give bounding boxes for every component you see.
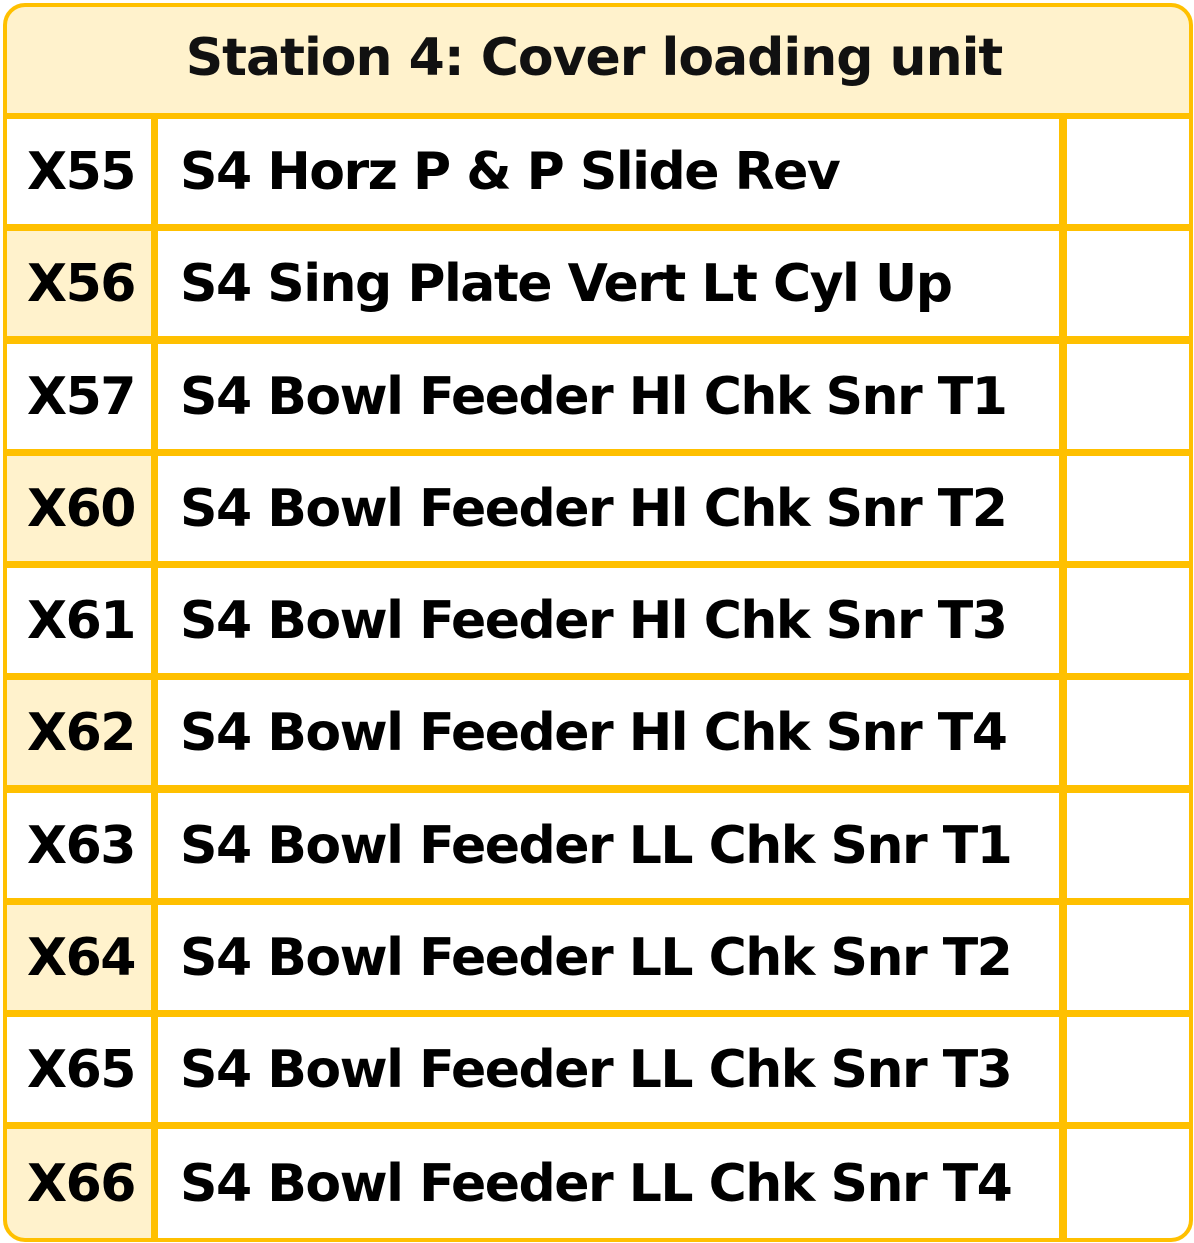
description-cell: S4 Horz P & P Slide Rev xyxy=(158,119,1059,224)
value-cell xyxy=(1067,1017,1189,1122)
description-label: S4 Bowl Feeder Hl Chk Snr T3 xyxy=(180,590,1008,651)
station-io-table: Station 4: Cover loading unit X55 S4 Hor… xyxy=(3,3,1193,1242)
station-title: Station 4: Cover loading unit xyxy=(185,28,1004,88)
description-label: S4 Bowl Feeder LL Chk Snr T2 xyxy=(180,927,1013,988)
description-cell: S4 Bowl Feeder LL Chk Snr T1 xyxy=(158,793,1059,898)
value-cell xyxy=(1067,231,1189,336)
address-label: X65 xyxy=(27,1039,136,1100)
description-cell: S4 Bowl Feeder Hl Chk Snr T4 xyxy=(158,680,1059,785)
description-cell: S4 Bowl Feeder LL Chk Snr T3 xyxy=(158,1017,1059,1122)
address-label: X66 xyxy=(27,1153,136,1214)
address-cell: X63 xyxy=(7,793,151,898)
address-cell: X56 xyxy=(7,231,151,336)
address-label: X57 xyxy=(27,366,136,427)
address-cell: X61 xyxy=(7,568,151,673)
address-cell: X57 xyxy=(7,344,151,449)
description-label: S4 Bowl Feeder Hl Chk Snr T2 xyxy=(180,478,1008,539)
table-header: Station 4: Cover loading unit xyxy=(7,7,1189,113)
table-row: X56 S4 Sing Plate Vert Lt Cyl Up xyxy=(7,231,1189,336)
address-cell: X65 xyxy=(7,1017,151,1122)
table-row: X62 S4 Bowl Feeder Hl Chk Snr T4 xyxy=(7,680,1189,785)
address-label: X62 xyxy=(27,702,136,763)
value-cell xyxy=(1067,568,1189,673)
value-cell xyxy=(1067,456,1189,561)
description-cell: S4 Sing Plate Vert Lt Cyl Up xyxy=(158,231,1059,336)
description-label: S4 Bowl Feeder LL Chk Snr T3 xyxy=(180,1039,1013,1100)
description-cell: S4 Bowl Feeder LL Chk Snr T2 xyxy=(158,905,1059,1010)
description-label: S4 Sing Plate Vert Lt Cyl Up xyxy=(180,253,953,314)
table-row: X66 S4 Bowl Feeder LL Chk Snr T4 xyxy=(7,1129,1189,1238)
value-cell xyxy=(1067,680,1189,785)
value-cell xyxy=(1067,119,1189,224)
table-row: X63 S4 Bowl Feeder LL Chk Snr T1 xyxy=(7,793,1189,898)
table-row: X61 S4 Bowl Feeder Hl Chk Snr T3 xyxy=(7,568,1189,673)
table-row: X60 S4 Bowl Feeder Hl Chk Snr T2 xyxy=(7,456,1189,561)
description-label: S4 Bowl Feeder Hl Chk Snr T4 xyxy=(180,702,1008,763)
table-row: X57 S4 Bowl Feeder Hl Chk Snr T1 xyxy=(7,344,1189,449)
value-cell xyxy=(1067,905,1189,1010)
description-label: S4 Horz P & P Slide Rev xyxy=(180,141,841,202)
address-label: X61 xyxy=(27,590,136,651)
address-cell: X60 xyxy=(7,456,151,561)
table-row: X65 S4 Bowl Feeder LL Chk Snr T3 xyxy=(7,1017,1189,1122)
description-cell: S4 Bowl Feeder Hl Chk Snr T2 xyxy=(158,456,1059,561)
table-row: X64 S4 Bowl Feeder LL Chk Snr T2 xyxy=(7,905,1189,1010)
address-cell: X62 xyxy=(7,680,151,785)
address-label: X56 xyxy=(27,253,136,314)
description-cell: S4 Bowl Feeder Hl Chk Snr T1 xyxy=(158,344,1059,449)
description-cell: S4 Bowl Feeder LL Chk Snr T4 xyxy=(158,1129,1059,1238)
address-cell: X66 xyxy=(7,1129,151,1238)
description-label: S4 Bowl Feeder Hl Chk Snr T1 xyxy=(180,366,1008,427)
address-label: X64 xyxy=(27,927,136,988)
description-cell: S4 Bowl Feeder Hl Chk Snr T3 xyxy=(158,568,1059,673)
value-cell xyxy=(1067,344,1189,449)
description-label: S4 Bowl Feeder LL Chk Snr T1 xyxy=(180,815,1013,876)
description-label: S4 Bowl Feeder LL Chk Snr T4 xyxy=(180,1153,1013,1214)
address-cell: X55 xyxy=(7,119,151,224)
address-label: X55 xyxy=(27,141,136,202)
address-label: X60 xyxy=(27,478,136,539)
table-row: X55 S4 Horz P & P Slide Rev xyxy=(7,119,1189,224)
address-cell: X64 xyxy=(7,905,151,1010)
address-label: X63 xyxy=(27,815,136,876)
value-cell xyxy=(1067,793,1189,898)
value-cell xyxy=(1067,1129,1189,1238)
